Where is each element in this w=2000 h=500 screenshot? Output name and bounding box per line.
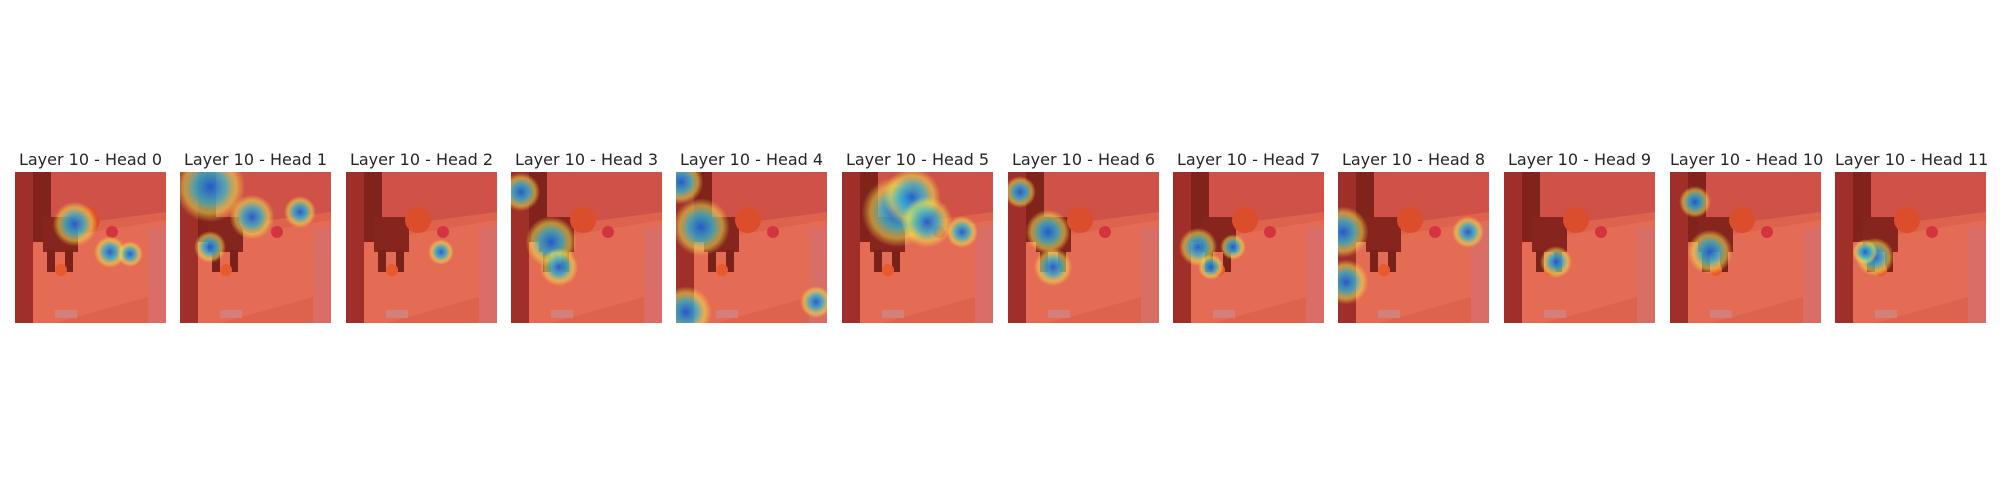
panel-title: Layer 10 - Head 9	[1507, 150, 1652, 169]
attention-heatmap-image	[1173, 172, 1324, 323]
attention-heatmap-image	[1835, 172, 1986, 323]
attention-heatmap-image	[842, 172, 993, 323]
panel-title: Layer 10 - Head 11	[1835, 150, 1989, 169]
attention-heatmap-image	[180, 172, 331, 323]
attention-heatmap-image	[676, 172, 827, 323]
panel-title: Layer 10 - Head 0	[18, 150, 163, 169]
head-panel-10: Layer 10 - Head 10	[1670, 148, 1824, 323]
panel-title: Layer 10 - Head 2	[349, 150, 494, 169]
attention-heatmap-image	[1008, 172, 1159, 323]
head-panel-3: Layer 10 - Head 3	[511, 148, 662, 323]
head-panel-6: Layer 10 - Head 6	[1008, 148, 1159, 323]
head-panel-5: Layer 10 - Head 5	[842, 148, 993, 323]
head-panel-2: Layer 10 - Head 2	[346, 148, 497, 323]
panel-title: Layer 10 - Head 10	[1670, 150, 1824, 169]
panel-title: Layer 10 - Head 8	[1341, 150, 1486, 169]
panel-title: Layer 10 - Head 4	[679, 150, 824, 169]
head-panel-0: Layer 10 - Head 0	[15, 148, 166, 323]
panel-title: Layer 10 - Head 1	[183, 150, 328, 169]
attention-heatmap-image	[15, 172, 166, 323]
panel-title: Layer 10 - Head 3	[514, 150, 659, 169]
panel-title: Layer 10 - Head 5	[845, 150, 990, 169]
attention-heatmap-image	[1504, 172, 1655, 323]
attention-heatmap-image	[346, 172, 497, 323]
head-panel-7: Layer 10 - Head 7	[1173, 148, 1324, 323]
head-panel-9: Layer 10 - Head 9	[1504, 148, 1655, 323]
head-panel-4: Layer 10 - Head 4	[676, 148, 827, 323]
head-panel-1: Layer 10 - Head 1	[180, 148, 331, 323]
attention-heatmap-image	[1338, 172, 1489, 323]
panel-title: Layer 10 - Head 7	[1176, 150, 1321, 169]
attention-heatmap-image	[511, 172, 662, 323]
head-panel-11: Layer 10 - Head 11	[1835, 148, 1989, 323]
attention-heatmap-image	[1670, 172, 1821, 323]
head-panel-8: Layer 10 - Head 8	[1338, 148, 1489, 323]
panel-title: Layer 10 - Head 6	[1011, 150, 1156, 169]
